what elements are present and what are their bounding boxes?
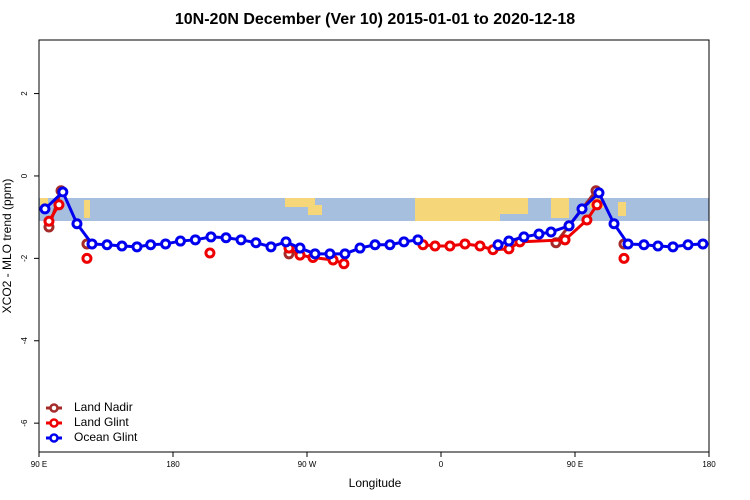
data-point <box>652 240 664 252</box>
y-axis-label: XCO2 - MLO trend (ppm) <box>0 179 14 314</box>
data-point <box>618 252 630 264</box>
plot-frame <box>38 39 710 453</box>
x-tick-label: 90 W <box>298 460 317 469</box>
data-point <box>503 235 515 247</box>
land <box>84 200 90 218</box>
data-point <box>43 215 55 227</box>
data-point <box>189 234 201 246</box>
y-tick-label: -6 <box>20 419 29 427</box>
data-point <box>354 242 366 254</box>
legend-label: Land Nadir <box>74 400 133 414</box>
land <box>308 205 322 215</box>
x-axis-label: Longitude <box>349 476 402 490</box>
data-point <box>638 239 650 251</box>
data-point <box>533 228 545 240</box>
data-point <box>86 238 98 250</box>
data-point <box>71 218 83 230</box>
data-point <box>280 236 292 248</box>
data-point <box>622 238 634 250</box>
data-point <box>429 240 441 252</box>
data-point <box>174 235 186 247</box>
legend-marker <box>49 433 59 443</box>
legend-label: Land Glint <box>74 415 129 429</box>
y-tick-label: -2 <box>20 254 29 262</box>
land <box>551 198 569 218</box>
ocean-band <box>39 198 709 221</box>
data-point <box>518 231 530 243</box>
data-point <box>81 252 93 264</box>
data-point <box>39 203 51 215</box>
legend-marker <box>49 418 59 428</box>
data-point <box>265 241 277 253</box>
data-point <box>591 199 603 211</box>
data-point <box>294 242 306 254</box>
x-tick-label: 180 <box>166 460 180 469</box>
map-strip <box>39 198 709 221</box>
data-point <box>667 241 679 253</box>
data-point <box>220 232 232 244</box>
data-point <box>53 199 65 211</box>
chart-title: 10N-20N December (Ver 10) 2015-01-01 to … <box>175 11 575 28</box>
data-point <box>205 231 217 243</box>
data-point <box>545 226 557 238</box>
data-point <box>384 239 396 251</box>
data-point <box>235 234 247 246</box>
data-point <box>160 238 172 250</box>
y-tick-label: 0 <box>20 173 29 178</box>
data-point <box>131 241 143 253</box>
data-point <box>550 237 562 249</box>
legend-marker <box>49 403 59 413</box>
land <box>415 198 500 221</box>
x-tick-label: 90 E <box>31 460 47 469</box>
x-tick-label: 0 <box>439 460 444 469</box>
y-tick-label: -4 <box>20 337 29 345</box>
data-point <box>474 240 486 252</box>
data-point <box>338 258 350 270</box>
data-point <box>309 248 321 260</box>
data-point <box>204 247 216 259</box>
data-point <box>369 239 381 251</box>
data-point <box>145 239 157 251</box>
data-point <box>339 248 351 260</box>
y-tick-label: 2 <box>20 91 29 96</box>
data-point <box>559 234 571 246</box>
land <box>285 198 315 207</box>
land <box>500 198 528 214</box>
land <box>618 202 626 216</box>
legend-label: Ocean Glint <box>74 430 138 444</box>
land <box>40 198 48 208</box>
data-point <box>682 239 694 251</box>
data-point <box>57 186 69 198</box>
data-point <box>608 218 620 230</box>
data-point <box>324 248 336 260</box>
data-point <box>444 240 456 252</box>
data-point <box>563 220 575 232</box>
data-point <box>412 234 424 246</box>
data-point <box>576 203 588 215</box>
data-point <box>398 236 410 248</box>
data-point <box>593 187 605 199</box>
data-point <box>581 214 593 226</box>
data-point <box>101 239 113 251</box>
x-tick-label: 90 E <box>567 460 583 469</box>
data-point <box>459 238 471 250</box>
data-point <box>116 240 128 252</box>
data-point <box>250 237 262 249</box>
x-tick-label: 180 <box>702 460 716 469</box>
data-point <box>492 239 504 251</box>
data-point <box>697 238 709 250</box>
